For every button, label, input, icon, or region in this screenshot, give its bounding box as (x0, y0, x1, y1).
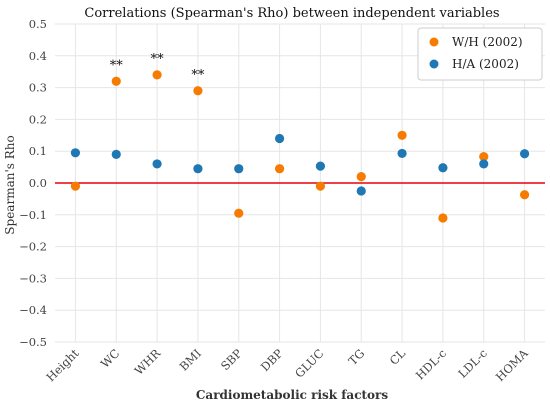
data-point-wh (274, 164, 285, 174)
data-point-ha (519, 149, 530, 159)
y-tick-label: −0.2 (19, 240, 47, 254)
y-tick-label: 0.1 (29, 144, 47, 158)
significance-marker: ** (151, 52, 165, 67)
legend: W/H (2002) H/A (2002) (417, 27, 543, 81)
x-tick-label: TG (346, 346, 368, 368)
y-axis-title: Spearman's Rho (3, 135, 17, 234)
data-point-wh (70, 181, 81, 191)
data-point-ha (111, 149, 121, 159)
legend-label-ha: H/A (2002) (452, 57, 519, 71)
x-tick-label: HOMA (493, 346, 531, 384)
chart-title: Correlations (Spearman's Rho) between in… (84, 6, 499, 21)
x-tick-label: SBP (218, 346, 245, 373)
data-point-ha (356, 186, 366, 196)
legend-marker-wh (429, 37, 439, 47)
legend-label-wh: W/H (2002) (452, 35, 523, 49)
data-point-wh (234, 208, 244, 218)
y-tick-label: −0.5 (19, 335, 47, 349)
data-point-ha (152, 159, 162, 169)
y-tick-label: −0.3 (19, 271, 47, 285)
x-tick-label: WHR (132, 346, 164, 378)
x-tick-label: DBP (258, 346, 286, 374)
y-tick-label: −0.1 (19, 208, 47, 222)
y-tick-label: 0.0 (29, 176, 47, 190)
data-point-wh (356, 172, 366, 182)
x-tick-labels: Height WC WHR BMI SBP DBP GLUC TG CL HDL-c LDL-c HO… (43, 346, 531, 385)
x-axis-title: Cardiometabolic risk factors (196, 388, 388, 402)
x-tick-label: CL (387, 346, 409, 368)
data-point-ha (234, 164, 244, 174)
data-point-ha (397, 148, 407, 159)
data-point-wh (519, 190, 530, 200)
y-tick-label: 0.3 (29, 81, 47, 95)
data-point-wh (479, 152, 489, 162)
x-tick-label: GLUC (292, 346, 327, 381)
y-tick-label: 0.4 (29, 49, 47, 63)
y-tick-label: −0.4 (19, 303, 47, 317)
significance-annotations: ** ** ** (110, 52, 205, 83)
x-tick-label: Height (43, 346, 81, 384)
data-point-ha (274, 133, 285, 144)
data-point-wh (193, 86, 203, 96)
data-point-wh (315, 181, 326, 191)
legend-marker-ha (429, 59, 439, 69)
significance-marker: ** (191, 68, 205, 83)
legend-box (417, 27, 543, 81)
data-point-ha (193, 164, 203, 174)
data-point-wh (438, 213, 448, 223)
data-point-wh (397, 130, 407, 140)
data-point-wh (111, 76, 121, 86)
data-point-wh (152, 70, 162, 80)
x-tick-label: BMI (177, 346, 204, 373)
data-point-ha (479, 159, 489, 169)
y-tick-label: 0.5 (29, 17, 47, 31)
x-tick-label: WC (98, 346, 123, 371)
data-point-ha (315, 161, 326, 171)
data-point-ha (438, 163, 448, 173)
y-tick-labels: 0.5 0.4 0.3 0.2 0.1 0.0 −0.1 −0.2 −0.3 −0.4 −0.5 (19, 17, 47, 349)
significance-marker: ** (110, 58, 124, 73)
x-tick-label: LDL-c (455, 346, 490, 381)
y-tick-label: 0.2 (29, 112, 47, 126)
x-tick-label: HDL-c (413, 346, 449, 382)
data-points (70, 70, 530, 223)
data-point-ha (70, 148, 81, 158)
